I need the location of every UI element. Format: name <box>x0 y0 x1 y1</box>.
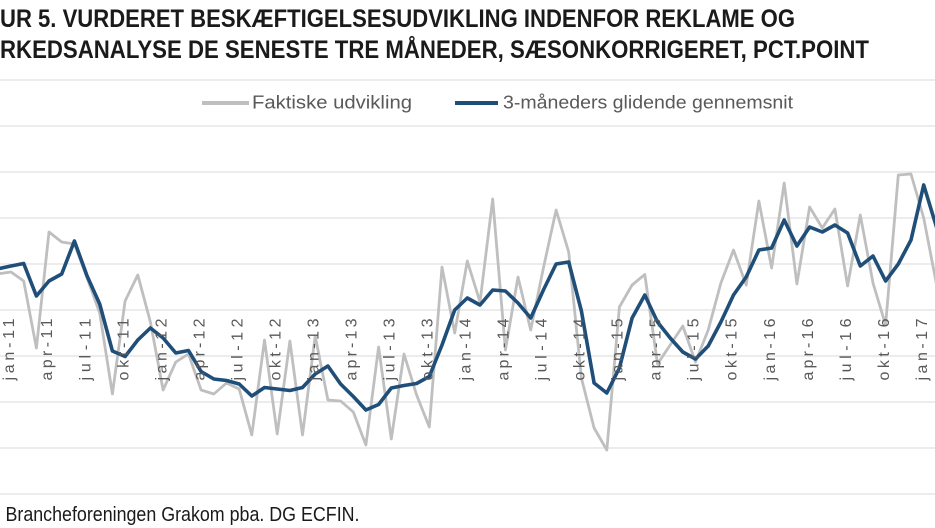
svg-text:3-måneders glidende gennemsnit: 3-måneders glidende gennemsnit <box>503 93 793 113</box>
svg-text:okt-12: okt-12 <box>267 318 284 380</box>
svg-text:jul-12: jul-12 <box>229 318 246 381</box>
svg-text:Faktiske udvikling: Faktiske udvikling <box>252 93 412 113</box>
svg-text:okt-15: okt-15 <box>724 318 741 380</box>
svg-text:jul-11: jul-11 <box>77 318 94 381</box>
svg-text:jul-15: jul-15 <box>686 318 703 381</box>
svg-text:jul-13: jul-13 <box>382 318 399 381</box>
svg-text:RKEDSANALYSE DE SENESTE TRE MÅ: RKEDSANALYSE DE SENESTE TRE MÅNEDER, SÆS… <box>0 35 869 64</box>
svg-text:okt-16: okt-16 <box>876 318 893 380</box>
svg-text:okt-14: okt-14 <box>572 318 589 380</box>
svg-text:UR 5. VURDERET BESKÆFTIGELSESU: UR 5. VURDERET BESKÆFTIGELSESUDVIKLING I… <box>0 5 795 33</box>
svg-text:jul-16: jul-16 <box>838 318 855 381</box>
svg-text:jul-14: jul-14 <box>534 318 551 381</box>
svg-text:Brancheforeningen Grakom pba.: Brancheforeningen Grakom pba. DG ECFIN. <box>6 504 360 526</box>
svg-text:okt-13: okt-13 <box>420 318 437 380</box>
